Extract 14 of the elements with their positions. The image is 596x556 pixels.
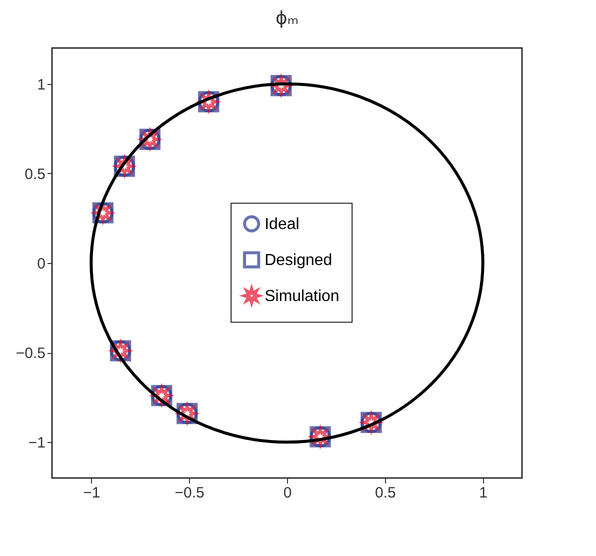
legend-label: Designed	[264, 252, 332, 269]
y-tick-label: −1	[28, 434, 46, 452]
x-tick-label: −0.5	[174, 484, 204, 502]
y-tick-label: 1	[37, 76, 46, 94]
y-tick-label: 0	[37, 256, 46, 272]
x-tick-label: 0.5	[374, 484, 396, 502]
x-tick-label: 1	[479, 484, 488, 502]
chart-title: ϕₘ	[275, 8, 299, 29]
x-tick-label: 0	[283, 484, 292, 502]
x-tick-label: −1	[83, 484, 100, 502]
y-tick-label: 0.5	[24, 166, 46, 183]
legend-label: Ideal	[264, 216, 300, 233]
y-tick-label: −0.5	[16, 345, 46, 362]
legend-label: Simulation	[264, 288, 340, 305]
